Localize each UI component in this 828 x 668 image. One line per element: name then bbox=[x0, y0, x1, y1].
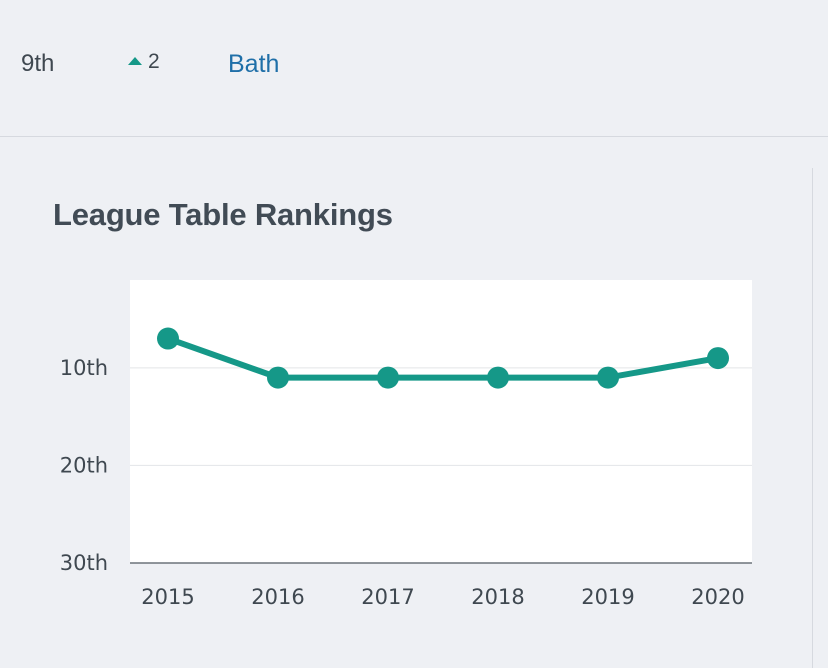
y-tick-label: 10th bbox=[60, 356, 108, 380]
x-tick-label: 2015 bbox=[141, 585, 194, 609]
data-point-2019 bbox=[597, 366, 619, 389]
series-line bbox=[165, 335, 721, 381]
data-point-2020 bbox=[707, 347, 729, 370]
university-link[interactable]: Bath bbox=[228, 50, 280, 78]
chart-plot-area bbox=[130, 280, 752, 563]
x-tick-label: 2020 bbox=[691, 585, 744, 609]
y-tick-label: 30th bbox=[60, 551, 108, 575]
league-table-panel: League Table Rankings 10th 20th 30th 2015 20… bbox=[0, 137, 828, 668]
summary-row: 9th 2 Bath bbox=[0, 0, 828, 137]
panel-divider bbox=[812, 168, 813, 668]
data-point-2018 bbox=[487, 366, 509, 389]
league-table-chart: 10th 20th 30th 2015 2016 2017 2018 2019 2020 bbox=[60, 280, 752, 609]
rank-change-value: 2 bbox=[148, 50, 160, 73]
x-tick-label: 2019 bbox=[581, 585, 634, 609]
chart-title: League Table Rankings bbox=[53, 197, 393, 232]
triangle-up-icon bbox=[128, 57, 142, 65]
x-tick-label: 2018 bbox=[471, 585, 524, 609]
y-tick-label: 20th bbox=[60, 453, 108, 477]
data-point-2015 bbox=[157, 327, 179, 350]
data-point-2017 bbox=[377, 366, 399, 389]
x-tick-label: 2016 bbox=[251, 585, 304, 609]
rank-change: 2 bbox=[128, 50, 160, 74]
current-rank: 9th bbox=[21, 50, 55, 77]
x-tick-label: 2017 bbox=[361, 585, 414, 609]
data-point-2016 bbox=[267, 366, 289, 389]
